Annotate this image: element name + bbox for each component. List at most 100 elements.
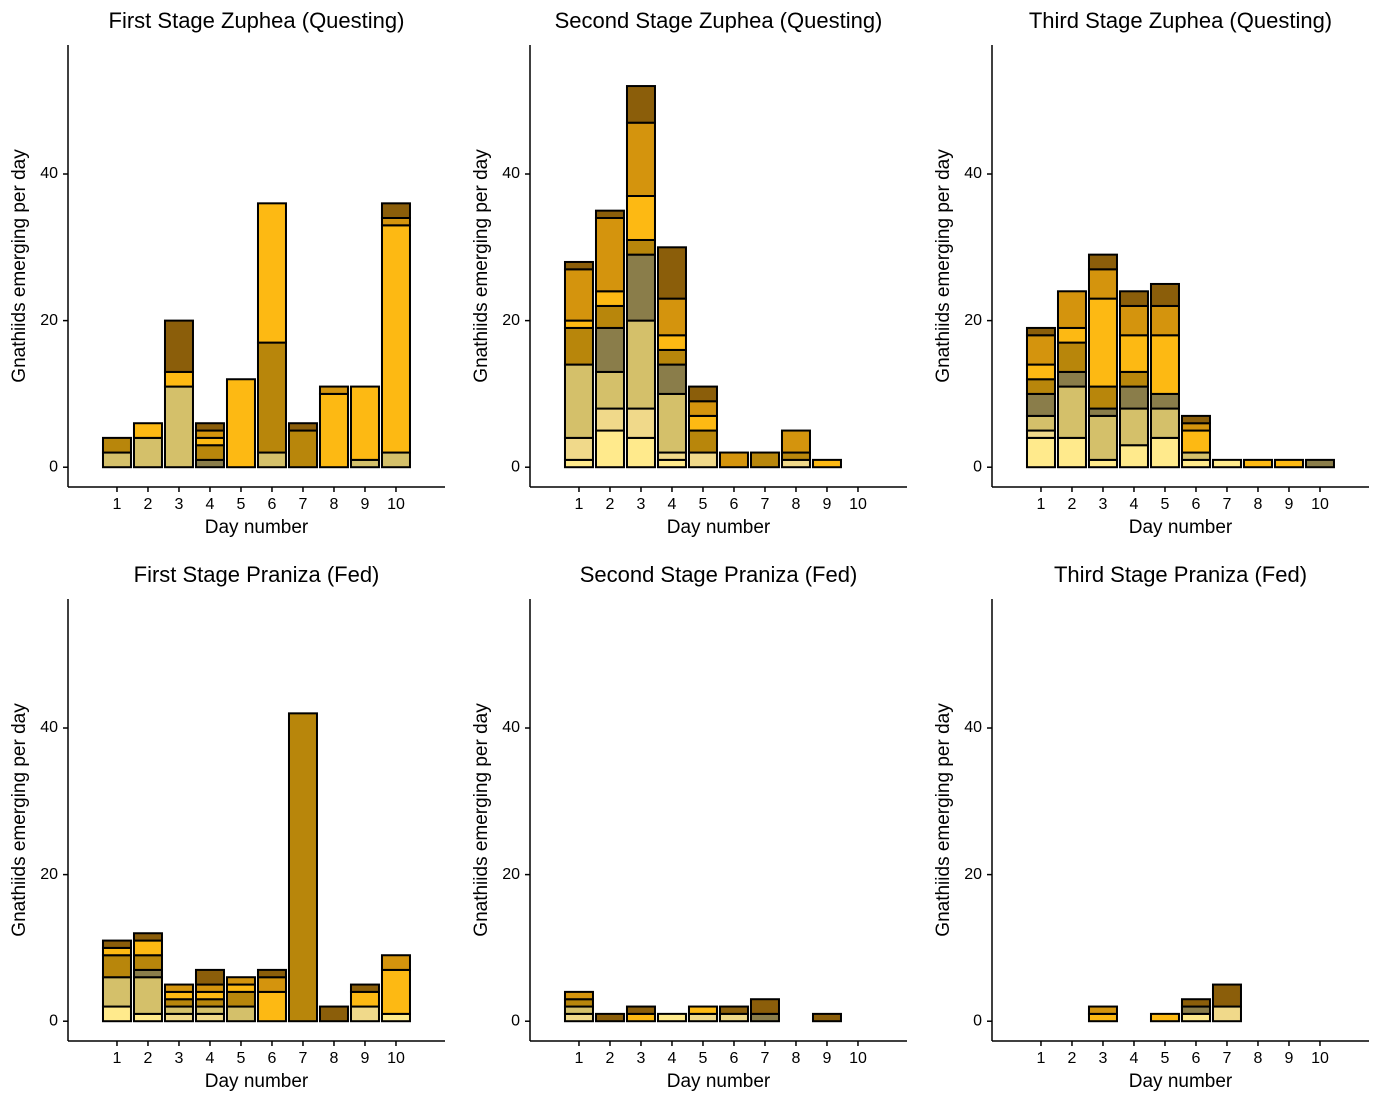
bar-segment <box>594 1012 625 1023</box>
bar-segment <box>1211 458 1242 469</box>
bar-segment <box>594 290 625 307</box>
bar-segment <box>563 268 594 322</box>
bar-segment <box>349 385 380 461</box>
bar-segment <box>780 458 811 469</box>
y-axis-title: Gnathiids emerging per day <box>933 703 954 937</box>
x-tick-label: 9 <box>1285 496 1294 513</box>
y-tick-label: 20 <box>964 866 982 883</box>
bar-segment <box>163 1005 194 1015</box>
y-tick-label: 20 <box>40 866 58 883</box>
bar-segment <box>163 1012 194 1023</box>
x-tick-label: 4 <box>1130 496 1139 513</box>
x-tick-label: 10 <box>1311 1050 1329 1067</box>
bar-segment <box>194 1012 225 1023</box>
y-tick-label: 40 <box>40 165 58 182</box>
bar-segment <box>1025 334 1056 366</box>
bar-segment <box>718 1012 749 1023</box>
y-tick-label: 0 <box>973 458 982 475</box>
bar-segment <box>194 422 225 432</box>
bar-segment <box>194 998 225 1008</box>
panel: Third Stage Praniza (Fed) Day number Gnath… <box>933 562 1369 1092</box>
bar-segment <box>1180 422 1211 432</box>
bar-segment <box>1025 436 1056 469</box>
bar-segment <box>349 458 380 469</box>
y-axis-title: Gnathiids emerging per day <box>471 149 492 383</box>
x-tick-label: 2 <box>1068 1050 1077 1067</box>
bar-segment <box>1211 1005 1242 1023</box>
bar-segment <box>225 983 256 993</box>
bar-segment <box>1180 451 1211 461</box>
bar-segment <box>563 436 594 461</box>
bar-segment <box>1118 370 1149 388</box>
bar-segment <box>1025 326 1056 337</box>
x-tick-label: 1 <box>113 496 122 513</box>
bar-segment <box>287 422 318 432</box>
bar-segment <box>287 712 318 1023</box>
x-tick-label: 2 <box>144 496 153 513</box>
bar-segment <box>132 932 163 942</box>
bar-segment <box>225 378 256 469</box>
bar-segment <box>1087 458 1118 469</box>
bar-segment <box>1025 429 1056 439</box>
bar-segment <box>656 297 687 337</box>
bar-segment <box>1273 458 1304 469</box>
y-axis-title: Gnathiids emerging per day <box>471 703 492 937</box>
bar-segment <box>656 392 687 454</box>
bar-segment <box>1304 458 1335 469</box>
y-axis-title: Gnathiids emerging per day <box>9 703 30 937</box>
x-tick-label: 7 <box>761 496 770 513</box>
bar-segment <box>163 370 194 388</box>
bar-segment <box>349 990 380 1008</box>
x-tick-label: 4 <box>206 1050 215 1067</box>
bar-segment <box>563 1005 594 1015</box>
bar-segment <box>163 998 194 1008</box>
bar-segment <box>1149 1012 1180 1023</box>
y-tick-label: 40 <box>502 165 520 182</box>
x-tick-label: 2 <box>606 1050 615 1067</box>
bar-segment <box>563 326 594 366</box>
x-axis-title: Day number <box>667 517 771 538</box>
x-tick-label: 7 <box>761 1050 770 1067</box>
bar-segment <box>625 436 656 469</box>
bar-segment <box>287 429 318 469</box>
bar-segment <box>1056 341 1087 373</box>
bar-segment <box>625 85 656 124</box>
x-tick-label: 4 <box>206 496 215 513</box>
y-tick-label: 40 <box>40 719 58 736</box>
x-axis-title: Day number <box>667 1071 771 1092</box>
x-tick-label: 5 <box>237 1050 246 1067</box>
bar-segment <box>563 990 594 1001</box>
panel-title: First Stage Praniza (Fed) <box>134 562 380 587</box>
bar-segment <box>656 1012 687 1023</box>
bar-segment <box>594 407 625 432</box>
bar-segment <box>380 216 411 227</box>
bar-segment <box>1118 304 1149 337</box>
panel-title: Third Stage Praniza (Fed) <box>1054 562 1307 587</box>
bar-segment <box>625 1005 656 1015</box>
x-tick-label: 8 <box>1254 1050 1263 1067</box>
panel-title: Second Stage Zuphea (Questing) <box>555 8 883 33</box>
bar-segment <box>594 326 625 373</box>
x-tick-label: 7 <box>299 496 308 513</box>
bar-segment <box>625 238 656 256</box>
bar-segment <box>101 976 132 1008</box>
bar-segment <box>1149 436 1180 469</box>
bar-segment <box>563 998 594 1008</box>
y-tick-label: 40 <box>502 719 520 736</box>
bar-segment <box>380 451 411 469</box>
y-tick-label: 20 <box>40 312 58 329</box>
bar-segment <box>194 429 225 439</box>
bar-segment <box>656 458 687 469</box>
bar-segment <box>594 216 625 293</box>
x-tick-label: 6 <box>268 1050 277 1067</box>
bar-segment <box>1211 983 1242 1008</box>
panel-title: Third Stage Zuphea (Questing) <box>1029 8 1332 33</box>
x-tick-label: 4 <box>1130 1050 1139 1067</box>
bar-segment <box>563 363 594 439</box>
bar-segment <box>594 370 625 410</box>
x-tick-label: 8 <box>330 1050 339 1067</box>
y-tick-label: 0 <box>511 458 520 475</box>
bar-segment <box>1118 444 1149 469</box>
x-tick-label: 6 <box>730 496 739 513</box>
